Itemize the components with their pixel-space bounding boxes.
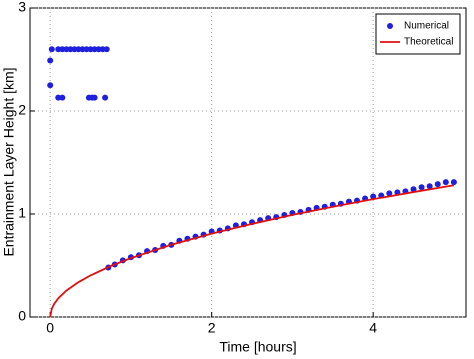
data-point [450,179,457,186]
data-point [418,184,425,191]
plot-frame [29,7,467,318]
data-point [434,181,441,188]
data-point [102,94,109,101]
y-tick-label: 2 [18,102,26,118]
data-point [47,82,54,89]
legend-box [375,13,461,55]
data-point [91,94,98,101]
data-point [426,183,433,190]
line [49,184,455,318]
data-point [59,94,66,101]
data-point [48,46,55,53]
data-point [103,46,110,53]
data-point [47,57,54,64]
x-tick-label: 4 [369,320,377,336]
data-point [410,186,417,193]
data-point [370,193,377,200]
y-tick-label: 0 [18,308,26,324]
data-point [442,179,449,186]
legend-label: Numerical [404,21,449,32]
legend-marker [387,23,393,29]
data-point [386,190,393,197]
y-tick-label: 3 [18,0,26,15]
y-axis-label: Entrainment Layer Height [km] [1,67,17,256]
x-tick-label: 2 [208,320,216,336]
x-axis-label: Time [hours] [219,339,296,355]
y-tick-label: 1 [18,205,26,221]
legend-label: Theoretical [404,37,453,48]
x-tick-label: 0 [46,320,54,336]
